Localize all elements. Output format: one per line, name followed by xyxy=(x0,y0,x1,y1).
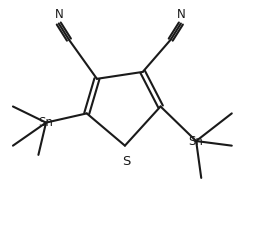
Text: N: N xyxy=(54,8,63,21)
Text: Sn: Sn xyxy=(38,116,54,129)
Text: N: N xyxy=(177,8,185,21)
Text: Sn: Sn xyxy=(189,135,204,148)
Text: S: S xyxy=(122,155,130,168)
